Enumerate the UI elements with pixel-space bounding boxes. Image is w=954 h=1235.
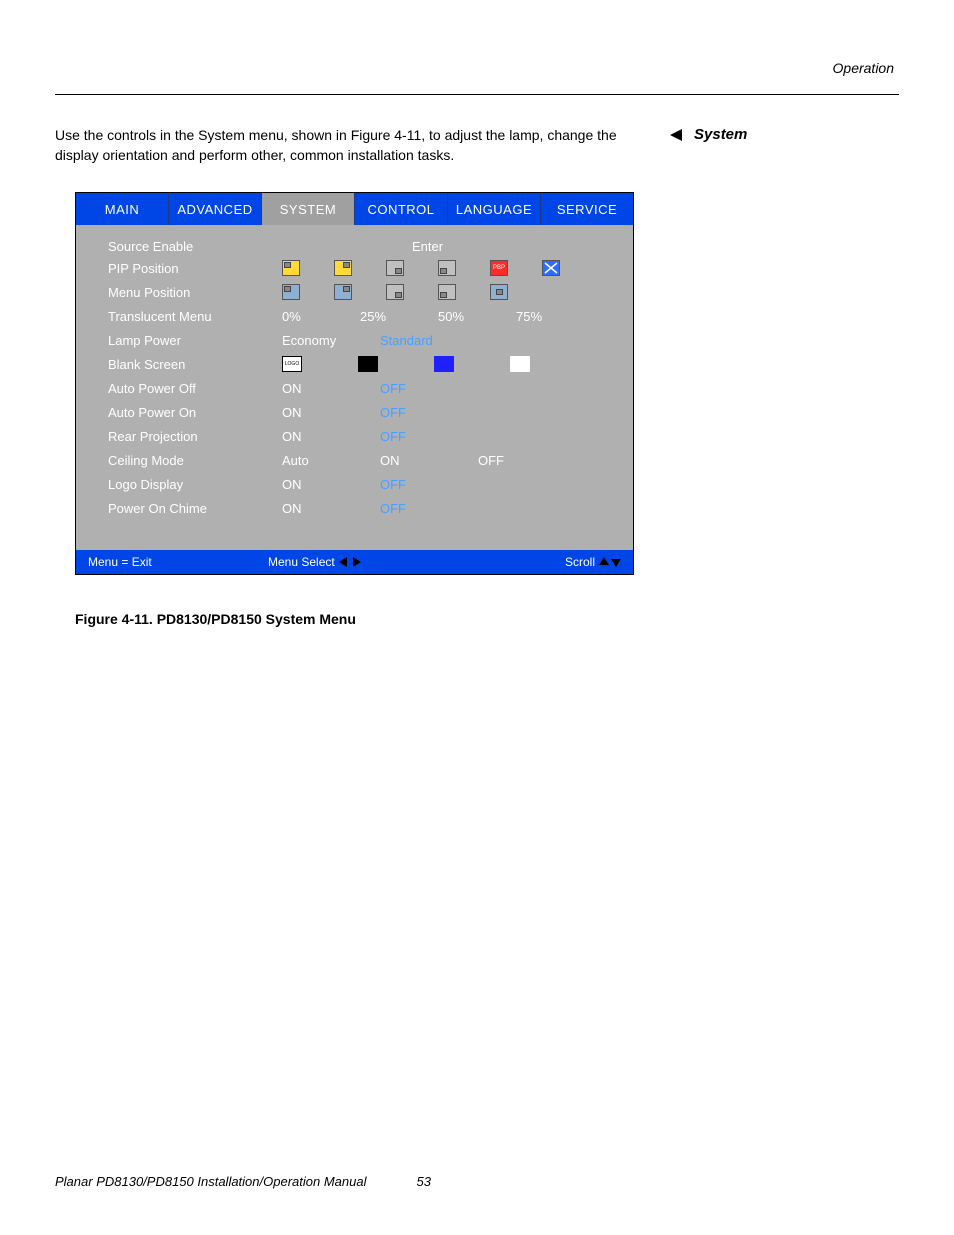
row-auto-power-on[interactable]: Auto Power On ON OFF <box>92 400 617 424</box>
option-value[interactable]: 25% <box>360 309 438 324</box>
option-value[interactable]: OFF <box>380 381 458 396</box>
figure-4-11: MAINADVANCEDSYSTEMCONTROLLANGUAGESERVICE… <box>75 192 634 627</box>
position-icon[interactable] <box>386 260 404 276</box>
status-scroll-label: Scroll <box>565 555 595 569</box>
blank-screen-option[interactable] <box>358 356 378 372</box>
position-icon[interactable] <box>490 284 508 300</box>
option-value[interactable]: ON <box>282 501 360 516</box>
option-value[interactable]: 0% <box>282 309 360 324</box>
row-power-on-chime[interactable]: Power On Chime ON OFF <box>92 496 617 520</box>
label-blank-screen: Blank Screen <box>92 357 282 372</box>
label-translucent: Translucent Menu <box>92 309 282 324</box>
row-translucent[interactable]: Translucent Menu 0%25%50%75% <box>92 304 617 328</box>
position-icon[interactable] <box>334 284 352 300</box>
row-rear-projection[interactable]: Rear Projection ON OFF <box>92 424 617 448</box>
status-select: Menu Select <box>268 555 361 569</box>
status-scroll: Scroll <box>565 555 621 569</box>
status-bar: Menu = Exit Menu Select Scroll <box>76 550 633 574</box>
tab-bar: MAINADVANCEDSYSTEMCONTROLLANGUAGESERVICE <box>76 193 633 225</box>
values-power-on-chime: ON OFF <box>282 501 617 516</box>
row-logo-display[interactable]: Logo Display ON OFF <box>92 472 617 496</box>
tab-advanced[interactable]: ADVANCED <box>169 193 262 225</box>
label-auto-power-on: Auto Power On <box>92 405 282 420</box>
label-power-on-chime: Power On Chime <box>92 501 282 516</box>
tab-service[interactable]: SERVICE <box>541 193 633 225</box>
row-menu-position[interactable]: Menu Position <box>92 280 617 304</box>
position-icon[interactable] <box>282 284 300 300</box>
option-value[interactable]: OFF <box>478 453 556 468</box>
status-select-label: Menu Select <box>268 555 335 569</box>
option-value[interactable]: OFF <box>380 405 458 420</box>
pip-icon-group: PBP <box>282 260 617 276</box>
label-source-enable: Source Enable <box>92 235 282 254</box>
values-translucent: 0%25%50%75% <box>282 309 617 324</box>
option-value[interactable]: 75% <box>516 309 594 324</box>
status-exit: Menu = Exit <box>88 555 268 569</box>
row-source-enable[interactable]: Source Enable Enter <box>92 235 617 254</box>
position-icon[interactable] <box>438 284 456 300</box>
row-blank-screen[interactable]: Blank Screen LOGO <box>92 352 617 376</box>
menupos-icon-group <box>282 284 617 300</box>
option-value[interactable]: ON <box>380 453 458 468</box>
values-ceiling-mode: Auto ON OFF <box>282 453 617 468</box>
option-value[interactable]: Economy <box>282 333 360 348</box>
row-auto-power-off[interactable]: Auto Power Off ON OFF <box>92 376 617 400</box>
blank-screen-option[interactable] <box>510 356 530 372</box>
menu-body: Source Enable Enter PIP Position PBP Men… <box>76 225 633 550</box>
tab-system[interactable]: SYSTEM <box>262 193 355 225</box>
position-icon[interactable]: PBP <box>490 260 508 276</box>
blank-screen-option[interactable]: LOGO <box>282 356 302 372</box>
footer-title: Planar PD8130/PD8150 Installation/Operat… <box>55 1174 366 1189</box>
side-heading: System <box>670 126 747 143</box>
arrow-left-right-icon <box>339 557 361 567</box>
header-rule <box>55 94 899 95</box>
tab-language[interactable]: LANGUAGE <box>448 193 541 225</box>
tab-control[interactable]: CONTROL <box>355 193 448 225</box>
values-auto-power-off: ON OFF <box>282 381 617 396</box>
row-lamp-power[interactable]: Lamp Power Economy Standard <box>92 328 617 352</box>
position-icon[interactable] <box>334 260 352 276</box>
option-value[interactable]: ON <box>282 429 360 444</box>
page-footer: Planar PD8130/PD8150 Installation/Operat… <box>55 1174 431 1189</box>
position-icon[interactable] <box>386 284 404 300</box>
values-lamp-power: Economy Standard <box>282 333 617 348</box>
label-menu-position: Menu Position <box>92 285 282 300</box>
footer-page-number: 53 <box>416 1174 430 1189</box>
arrow-up-down-icon <box>599 557 621 567</box>
arrow-left-icon <box>670 129 688 141</box>
value-source-enable: Enter <box>282 235 443 254</box>
option-value[interactable]: ON <box>282 477 360 492</box>
values-logo-display: ON OFF <box>282 477 617 492</box>
option-value[interactable]: OFF <box>380 477 458 492</box>
option-value[interactable]: ON <box>282 405 360 420</box>
position-icon[interactable] <box>542 260 560 276</box>
row-pip-position[interactable]: PIP Position PBP <box>92 256 617 280</box>
tab-main[interactable]: MAIN <box>76 193 169 225</box>
blank-screen-option[interactable] <box>434 356 454 372</box>
label-logo-display: Logo Display <box>92 477 282 492</box>
figure-caption: Figure 4-11. PD8130/PD8150 System Menu <box>75 611 634 627</box>
label-rear-projection: Rear Projection <box>92 429 282 444</box>
label-ceiling-mode: Ceiling Mode <box>92 453 282 468</box>
option-value[interactable]: OFF <box>380 429 458 444</box>
values-rear-projection: ON OFF <box>282 429 617 444</box>
side-heading-label: System <box>694 126 747 143</box>
option-value[interactable]: ON <box>282 381 360 396</box>
label-pip-position: PIP Position <box>92 261 282 276</box>
section-header: Operation <box>833 60 894 76</box>
option-value[interactable]: Auto <box>282 453 360 468</box>
option-value[interactable]: 50% <box>438 309 516 324</box>
label-auto-power-off: Auto Power Off <box>92 381 282 396</box>
option-value[interactable]: Standard <box>380 333 458 348</box>
option-value[interactable]: OFF <box>380 501 458 516</box>
blank-screen-boxes: LOGO <box>282 356 617 372</box>
label-lamp-power: Lamp Power <box>92 333 282 348</box>
position-icon[interactable] <box>438 260 456 276</box>
values-auto-power-on: ON OFF <box>282 405 617 420</box>
position-icon[interactable] <box>282 260 300 276</box>
body-paragraph: Use the controls in the System menu, sho… <box>55 126 635 165</box>
row-ceiling-mode[interactable]: Ceiling Mode Auto ON OFF <box>92 448 617 472</box>
system-menu-window: MAINADVANCEDSYSTEMCONTROLLANGUAGESERVICE… <box>75 192 634 575</box>
